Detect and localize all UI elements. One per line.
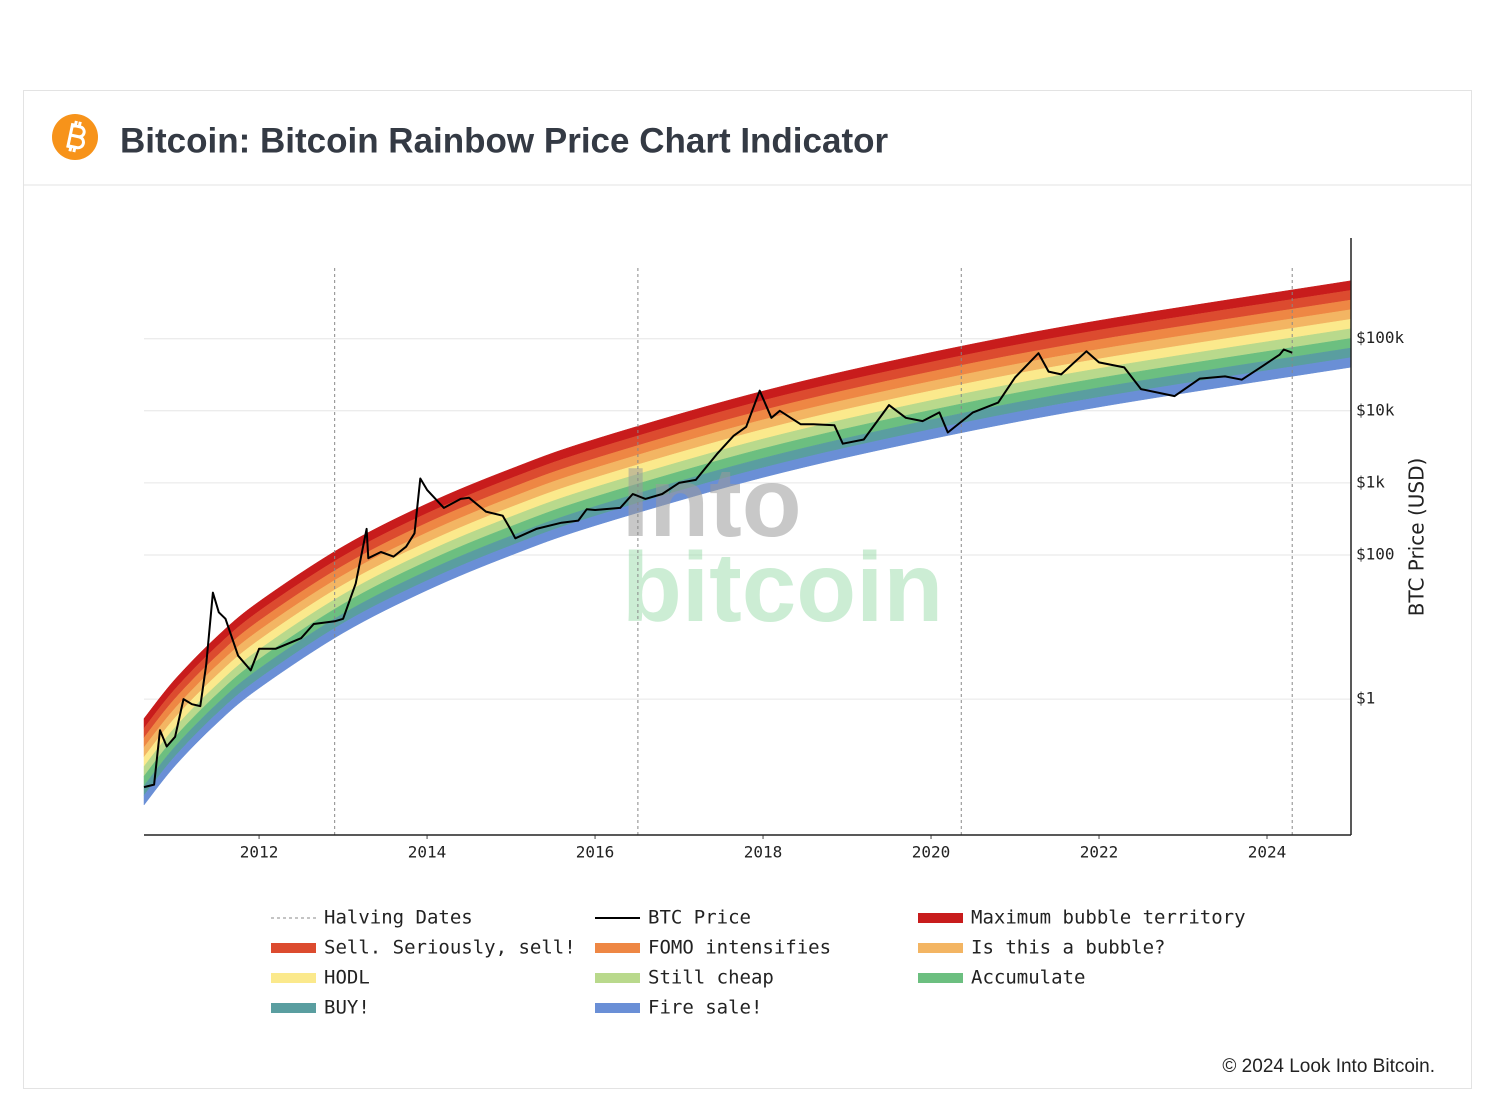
legend-label: Accumulate xyxy=(971,967,1085,989)
x-tick-label: 2016 xyxy=(576,843,615,862)
y-tick-label: $100 xyxy=(1356,544,1395,563)
watermark: bitcoin xyxy=(622,532,943,642)
legend-label: BTC Price xyxy=(648,907,751,929)
x-tick-label: 2020 xyxy=(912,843,951,862)
y-axis-label: BTC Price (USD) xyxy=(1405,458,1429,617)
card xyxy=(23,90,1472,1089)
legend-swatch xyxy=(595,943,640,953)
legend-label: BUY! xyxy=(324,997,370,1019)
legend-swatch xyxy=(271,1003,316,1013)
legend-label: Sell. Seriously, sell! xyxy=(324,937,576,959)
legend-label: Halving Dates xyxy=(324,907,473,929)
x-tick-label: 2018 xyxy=(744,843,783,862)
legend-label: Is this a bubble? xyxy=(971,937,1165,959)
page-title: Bitcoin: Bitcoin Rainbow Price Chart Ind… xyxy=(120,121,888,160)
x-tick-label: 2014 xyxy=(408,843,447,862)
y-tick-label: $10k xyxy=(1356,400,1395,419)
legend-label: Maximum bubble territory xyxy=(971,907,1246,929)
footer-credit: © 2024 Look Into Bitcoin. xyxy=(1222,1056,1435,1077)
legend-label: HODL xyxy=(324,967,370,989)
price-line xyxy=(143,348,1293,789)
legend-label: FOMO intensifies xyxy=(648,937,831,959)
x-tick-label: 2012 xyxy=(240,843,279,862)
watermark: Into xyxy=(622,447,802,557)
legend-swatch xyxy=(595,973,640,983)
legend-swatch xyxy=(918,973,963,983)
legend-label: Fire sale! xyxy=(648,997,762,1019)
legend-swatch xyxy=(271,943,316,953)
x-tick-label: 2022 xyxy=(1080,843,1119,862)
legend-swatch xyxy=(595,1003,640,1013)
legend-swatch xyxy=(918,913,963,923)
x-tick-label: 2024 xyxy=(1248,843,1287,862)
legend-swatch xyxy=(918,943,963,953)
y-tick-label: $1 xyxy=(1356,689,1375,708)
legend-label: Still cheap xyxy=(648,967,774,989)
legend-swatch xyxy=(271,973,316,983)
bitcoin-icon xyxy=(52,114,98,160)
y-tick-label: $100k xyxy=(1356,328,1405,347)
y-tick-label: $1k xyxy=(1356,472,1385,491)
